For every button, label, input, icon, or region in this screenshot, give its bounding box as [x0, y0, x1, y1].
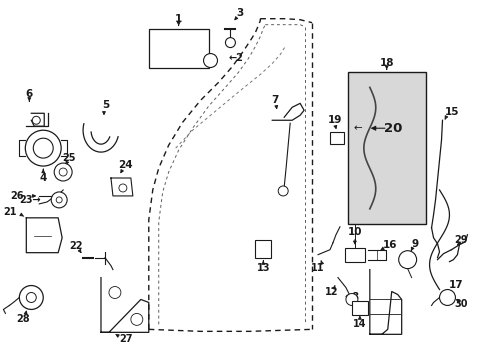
Text: 22: 22 — [69, 241, 82, 251]
Bar — [351, 301, 367, 315]
Text: ←: ← — [353, 123, 362, 133]
Bar — [255, 240, 271, 258]
Bar — [347, 72, 425, 224]
Circle shape — [32, 116, 40, 124]
Text: 24: 24 — [118, 160, 133, 170]
Circle shape — [398, 251, 416, 269]
Text: 13: 13 — [256, 262, 269, 273]
Text: 12: 12 — [325, 287, 338, 297]
Text: 27: 27 — [119, 334, 132, 344]
Circle shape — [54, 163, 72, 181]
Text: 4: 4 — [40, 173, 47, 183]
Circle shape — [109, 287, 121, 298]
Text: 16: 16 — [382, 240, 396, 250]
Text: 9: 9 — [410, 239, 417, 249]
Circle shape — [278, 186, 287, 196]
Text: ←8: ←8 — [344, 292, 359, 302]
Text: 17: 17 — [448, 280, 463, 289]
Bar — [329, 132, 343, 144]
Text: 29: 29 — [454, 235, 467, 245]
Circle shape — [51, 192, 67, 208]
Circle shape — [25, 130, 61, 166]
Bar — [344, 248, 364, 262]
Circle shape — [119, 184, 126, 192]
Text: 3: 3 — [236, 8, 244, 18]
Bar — [148, 29, 208, 68]
Circle shape — [20, 285, 43, 310]
Circle shape — [59, 168, 67, 176]
Circle shape — [203, 54, 217, 67]
Text: 26: 26 — [10, 191, 23, 201]
Circle shape — [26, 293, 36, 302]
Text: 25: 25 — [62, 153, 76, 163]
Circle shape — [225, 37, 235, 48]
Text: 18: 18 — [379, 58, 393, 68]
Text: 28: 28 — [17, 314, 30, 324]
Text: 5: 5 — [102, 100, 109, 110]
Text: ←2: ←2 — [228, 53, 243, 63]
Circle shape — [131, 314, 142, 325]
Text: 7: 7 — [271, 95, 278, 105]
Circle shape — [345, 293, 357, 305]
Text: 20: 20 — [383, 122, 401, 135]
Text: 19: 19 — [327, 115, 342, 125]
Text: 21: 21 — [3, 207, 16, 217]
Text: 1: 1 — [175, 14, 182, 24]
Circle shape — [33, 138, 53, 158]
Circle shape — [56, 197, 62, 203]
Text: 30: 30 — [454, 300, 467, 310]
Text: 14: 14 — [352, 319, 366, 329]
Text: 23→: 23→ — [20, 195, 41, 205]
Text: 10: 10 — [347, 227, 362, 237]
Text: 11: 11 — [311, 262, 324, 273]
Circle shape — [439, 289, 454, 305]
Text: 6: 6 — [26, 89, 33, 99]
Text: 15: 15 — [444, 107, 459, 117]
